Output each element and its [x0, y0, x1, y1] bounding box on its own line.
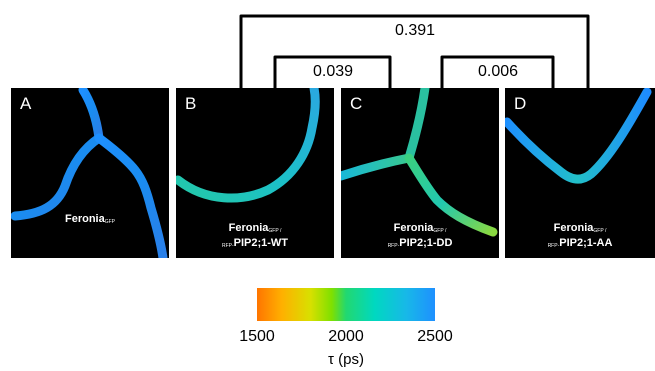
- outer-p-value: 0.391: [394, 22, 436, 39]
- flim-image-b: [176, 88, 320, 203]
- panel-b-caption: FeroniaGFP / RFP-PIP2;1-WT: [176, 222, 334, 252]
- right-p-value: 0.006: [477, 63, 519, 80]
- panel-c-tag: GFP /: [433, 228, 447, 234]
- panel-c-prefix: RFP-: [387, 243, 400, 249]
- colorbar-tick-min: 1500: [239, 328, 275, 345]
- panel-b: B FeroniaGFP / RFP-PIP2;1-WT: [176, 88, 334, 258]
- left-bracket: [273, 55, 392, 88]
- panel-a-tag: GFP: [104, 219, 115, 225]
- panel-d-tag: GFP /: [593, 228, 607, 234]
- panel-c: C FeroniaGFP / RFP-PIP2;1-DD: [341, 88, 499, 258]
- panel-a: A FeroniaGFP: [11, 88, 169, 258]
- flim-image-d: [505, 88, 652, 184]
- panel-d-caption: FeroniaGFP / RFP-PIP2;1-AA: [505, 222, 655, 252]
- panel-b-construct: PIP2;1-WT: [233, 237, 289, 249]
- outer-bracket: [239, 14, 590, 88]
- panel-a-protein: Feronia: [64, 213, 105, 225]
- colorbar-axis-label: τ (ps): [328, 351, 364, 368]
- colorbar-tick-mid: 2000: [328, 328, 364, 345]
- panel-d-construct: PIP2;1-AA: [559, 237, 613, 249]
- flim-image-a: [11, 88, 168, 258]
- panel-d-prefix: RFP-: [547, 243, 560, 249]
- flim-image-c: [341, 88, 498, 237]
- panel-d-protein: Feronia: [553, 222, 594, 234]
- panel-a-letter: A: [20, 94, 32, 113]
- left-p-value: 0.039: [312, 63, 354, 80]
- panel-b-letter: B: [185, 94, 197, 113]
- significance-brackets: [239, 14, 590, 88]
- panel-b-prefix: RFP-: [221, 243, 234, 249]
- panel-b-protein: Feronia: [228, 222, 269, 234]
- panel-c-construct: PIP2;1-DD: [399, 237, 453, 249]
- panel-c-protein: Feronia: [393, 222, 434, 234]
- lifetime-colorbar: [257, 288, 435, 321]
- panel-c-caption: FeroniaGFP / RFP-PIP2;1-DD: [341, 222, 499, 252]
- panel-d-letter: D: [514, 94, 527, 113]
- panel-a-caption: FeroniaGFP: [11, 213, 169, 228]
- panel-d: D FeroniaGFP / RFP-PIP2;1-AA: [505, 88, 655, 258]
- panel-c-letter: C: [350, 94, 363, 113]
- colorbar-tick-max: 2500: [417, 328, 453, 345]
- right-bracket: [440, 55, 555, 88]
- panel-b-tag: GFP /: [268, 228, 282, 234]
